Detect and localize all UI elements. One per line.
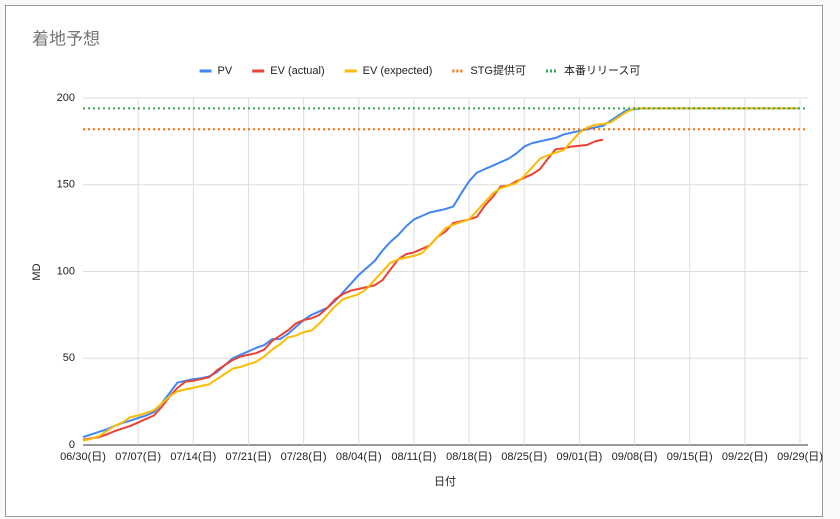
x-tick-label: 09/08(日) bbox=[612, 451, 658, 463]
legend-label: 本番リリース可 bbox=[564, 63, 640, 77]
y-tick-label: 50 bbox=[63, 352, 75, 364]
x-tick-label: 07/28(日) bbox=[281, 451, 327, 463]
x-tick-label: 09/15(日) bbox=[667, 451, 713, 463]
legend-label: STG提供可 bbox=[470, 63, 526, 77]
legend-label: EV (expected) bbox=[363, 65, 433, 77]
y-tick-label: 100 bbox=[57, 265, 75, 277]
x-tick-label: 08/11(日) bbox=[391, 451, 436, 463]
chart-title: 着地予想 bbox=[32, 29, 100, 48]
x-tick-label: 09/29(日) bbox=[777, 451, 823, 463]
x-tick-label: 08/04(日) bbox=[336, 451, 382, 463]
x-tick-label: 08/25(日) bbox=[501, 451, 547, 463]
y-axis-title: MD bbox=[31, 263, 43, 280]
x-tick-label: 07/07(日) bbox=[115, 451, 161, 463]
y-tick-label: 200 bbox=[57, 92, 75, 104]
x-tick-label: 09/22(日) bbox=[722, 451, 768, 463]
x-tick-label: 07/14(日) bbox=[170, 451, 216, 463]
y-tick-label: 0 bbox=[69, 439, 75, 451]
x-tick-label: 09/01(日) bbox=[556, 451, 602, 463]
series-line bbox=[82, 107, 800, 442]
y-tick-label: 150 bbox=[57, 179, 75, 191]
legend-label: EV (actual) bbox=[270, 65, 324, 77]
x-tick-label: 08/18(日) bbox=[446, 451, 492, 463]
x-axis-title: 日付 bbox=[434, 475, 456, 488]
legend-label: PV bbox=[218, 65, 233, 77]
x-tick-label: 06/30(日) bbox=[60, 451, 106, 463]
x-tick-label: 07/21(日) bbox=[226, 451, 272, 463]
